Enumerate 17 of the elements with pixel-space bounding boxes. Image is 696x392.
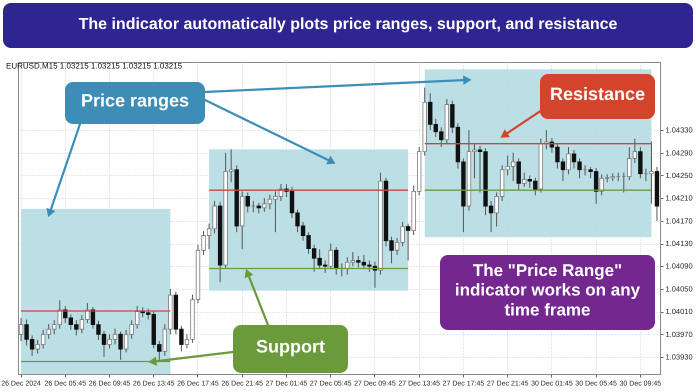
candlestick [406, 223, 410, 262]
candlestick [328, 243, 333, 270]
annotation: Support [256, 336, 325, 357]
candlestick [566, 146, 571, 175]
annotation: The "Price Range" indicator works on any time frame [454, 261, 641, 320]
candlestick [256, 202, 262, 214]
candlestick [638, 146, 643, 179]
candlestick [246, 192, 250, 213]
candlestick [522, 172, 526, 188]
annotation: Resistance [550, 84, 646, 104]
candlestick [118, 330, 123, 360]
chart-title: The indicator automatically plots price ranges, support, and resistance [78, 16, 618, 33]
annotation: Price ranges [80, 90, 190, 111]
candlestick [334, 246, 338, 276]
candlestick [18, 317, 24, 342]
annotation: EURUSD,M15 1.03215 1.03215 1.03215 1.03215 [6, 61, 183, 70]
candlestick [516, 158, 521, 190]
